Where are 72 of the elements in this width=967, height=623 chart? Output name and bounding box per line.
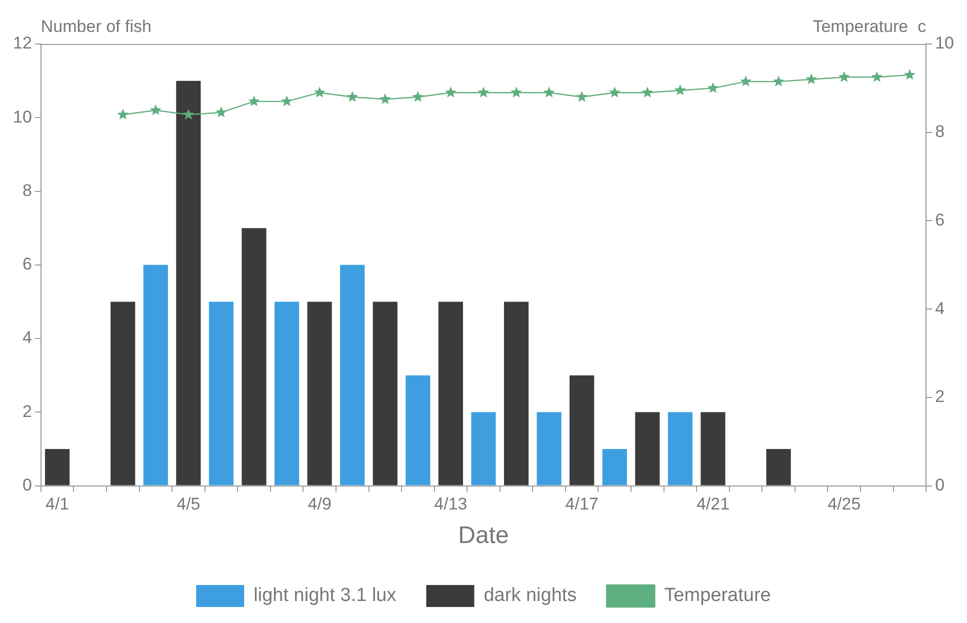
point — [642, 86, 654, 98]
x-tick-label: 4/9 — [308, 494, 332, 514]
y-tick-label: 10 — [12, 107, 32, 126]
legend-label: Temperature — [664, 585, 771, 606]
y2-axis-title: Temperature c — [812, 17, 927, 36]
point — [248, 95, 260, 106]
bar — [602, 448, 627, 486]
point — [412, 91, 424, 102]
bar — [668, 412, 692, 486]
bar — [536, 412, 562, 486]
bar — [570, 375, 594, 486]
x-tick-label: 4/17 — [565, 494, 598, 514]
y2-tick-label: 10 — [935, 34, 954, 53]
bar — [45, 448, 70, 486]
point — [445, 86, 456, 98]
point — [543, 86, 555, 98]
y-tick-label: 6 — [22, 254, 32, 274]
point — [510, 86, 522, 98]
x-tick-label: 4/1 — [45, 494, 70, 514]
bar — [242, 228, 266, 486]
bar — [274, 302, 300, 486]
y2-tick-label: 6 — [935, 210, 945, 230]
point — [216, 106, 227, 118]
legend-label: light night 3.1 lux — [254, 585, 397, 606]
y-tick-label: 8 — [22, 180, 32, 200]
bar — [372, 302, 398, 486]
bar — [176, 80, 201, 486]
point — [281, 95, 292, 106]
point — [904, 68, 916, 80]
point — [806, 73, 818, 84]
x-tick-label: 4/13 — [434, 494, 468, 514]
point — [379, 93, 391, 104]
bar — [208, 302, 234, 486]
y-tick-label: 2 — [22, 402, 32, 421]
legend-label: dark nights — [484, 585, 577, 606]
y-tick-label: 12 — [12, 34, 32, 53]
point — [838, 71, 850, 82]
y-tick-label: 4 — [22, 328, 32, 348]
y2-tick-label: 0 — [935, 475, 945, 494]
point — [772, 76, 784, 86]
point — [871, 71, 883, 82]
x-tick-label: 4/25 — [828, 494, 861, 514]
y2-tick-label: 8 — [935, 122, 945, 142]
point — [740, 76, 752, 86]
y2-tick-label: 4 — [935, 298, 945, 318]
x-axis-title: Date — [458, 522, 509, 550]
x-tick-label: 4/21 — [696, 494, 730, 514]
point — [314, 86, 326, 98]
bar — [110, 302, 136, 486]
bar — [504, 302, 529, 486]
point — [707, 82, 719, 94]
point — [576, 91, 588, 102]
point — [182, 108, 194, 120]
bar — [340, 264, 365, 486]
y2-tick-label: 2 — [935, 387, 945, 406]
point — [150, 104, 162, 116]
bar — [471, 412, 496, 486]
bar — [307, 302, 332, 486]
bar — [406, 375, 430, 486]
point — [346, 91, 358, 102]
point — [478, 86, 490, 98]
bar — [143, 264, 168, 486]
point — [674, 84, 686, 96]
bar — [700, 412, 726, 486]
y-tick-label: 0 — [22, 475, 32, 494]
point — [608, 86, 620, 98]
point — [117, 108, 129, 120]
y-axis-title: Number of fish — [40, 17, 152, 36]
x-tick-label: 4/5 — [176, 494, 200, 514]
bar — [635, 412, 660, 486]
bar — [438, 302, 464, 486]
bar — [766, 448, 791, 486]
